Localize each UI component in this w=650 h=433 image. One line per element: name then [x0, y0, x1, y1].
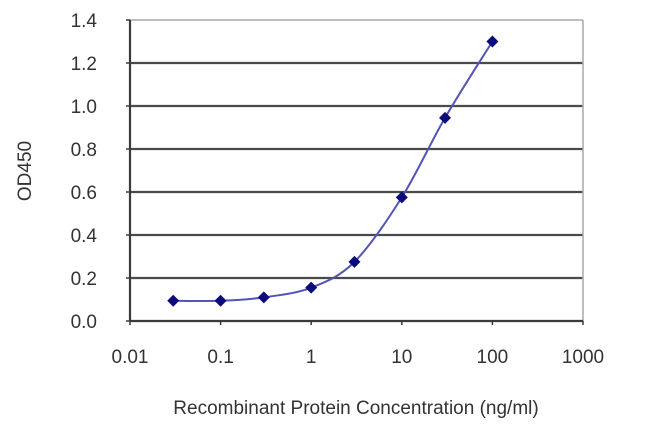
x-tick-label: 100 [477, 347, 509, 368]
y-tick-label: 0.2 [71, 269, 97, 290]
x-tick-label: 1 [306, 347, 317, 368]
y-axis-title: OD450 [15, 141, 36, 201]
y-tick-label: 0.8 [71, 140, 97, 161]
y-tick-label: 0.6 [71, 183, 97, 204]
x-tick-label: 10 [391, 347, 412, 368]
data-point-diamond [305, 281, 318, 294]
y-tick-label: 0.0 [71, 312, 97, 333]
y-tick-label: 0.4 [71, 226, 98, 247]
x-tick-label: 1000 [562, 347, 604, 368]
grid-lines [130, 61, 583, 280]
data-point-diamond [395, 191, 408, 204]
data-point-diamond [257, 291, 270, 304]
data-point-diamond [486, 35, 499, 48]
y-axis-ticks: 0.0 0.2 0.4 0.6 0.8 1.0 1.2 1.4 [71, 11, 130, 333]
x-axis-ticks: 0.01 0.1 1 10 100 1000 [112, 321, 604, 368]
data-point-diamond [348, 255, 361, 268]
data-point-diamond [439, 111, 452, 124]
x-tick-label: 0.01 [112, 347, 149, 368]
y-tick-label: 1.2 [71, 54, 97, 75]
x-axis-title: Recombinant Protein Concentration (ng/ml… [173, 398, 538, 419]
data-series [167, 35, 499, 307]
y-tick-label: 1.0 [71, 97, 97, 118]
y-tick-label: 1.4 [71, 11, 98, 32]
series-line [173, 40, 494, 303]
plot-frame [128, 19, 584, 323]
data-point-diamond [167, 294, 180, 307]
x-tick-label: 0.1 [207, 347, 233, 368]
data-point-diamond [214, 294, 227, 307]
